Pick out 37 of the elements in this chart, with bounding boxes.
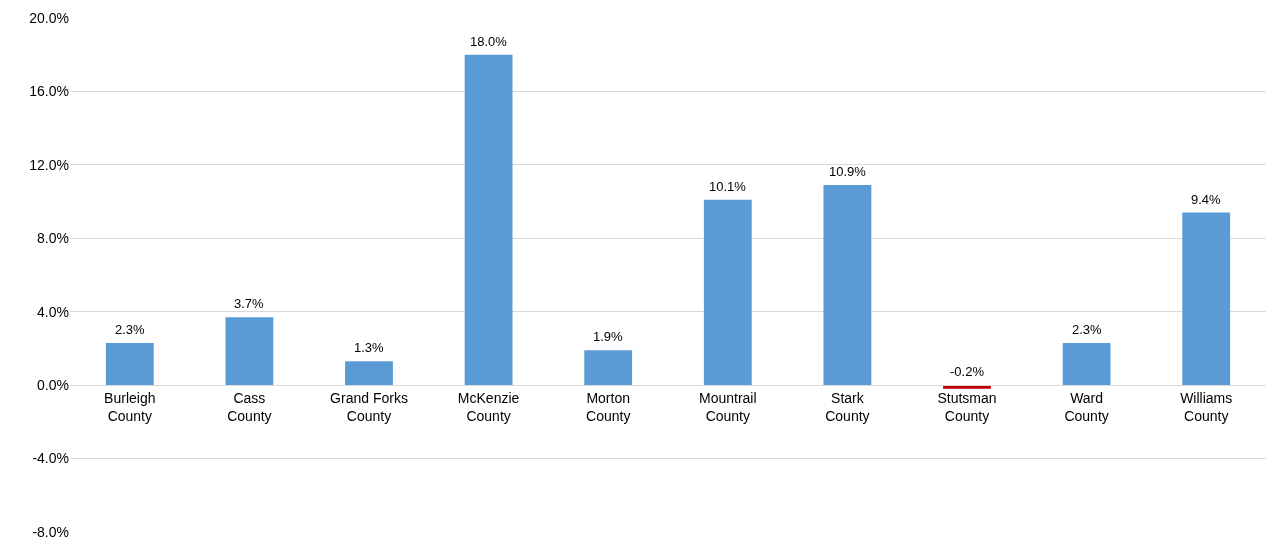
data-label: 18.0%: [470, 34, 508, 49]
data-label: 1.9%: [593, 329, 624, 344]
data-label: 1.3%: [354, 340, 385, 355]
x-tick-label: McKenzie County: [457, 389, 520, 425]
y-tick-label: 20.0%: [29, 9, 69, 26]
bar: [584, 350, 633, 386]
data-label: 10.1%: [709, 179, 747, 194]
bar: [225, 317, 274, 386]
bar: [345, 361, 393, 386]
y-tick-label: 12.0%: [29, 156, 69, 173]
bar: [1182, 212, 1231, 386]
bar: [823, 185, 872, 386]
x-tick-label: Morton County: [586, 389, 631, 425]
x-tick-label: Mountrail County: [699, 389, 757, 425]
x-tick-label: Ward County: [1064, 389, 1109, 425]
x-tick-label: Stark County: [825, 389, 870, 425]
y-tick-label: 8.0%: [37, 230, 69, 247]
y-tick-label: -8.0%: [32, 523, 69, 540]
y-tick-label: 16.0%: [29, 83, 69, 100]
data-label: -0.2%: [950, 364, 985, 379]
bar: [1062, 342, 1111, 386]
bar: [464, 54, 513, 386]
x-tick-label: Stutsman County: [937, 389, 997, 425]
data-label: 10.9%: [829, 164, 867, 179]
bar: [703, 199, 752, 386]
data-label: 3.7%: [234, 296, 265, 311]
data-label: 2.3%: [1072, 322, 1103, 337]
y-tick-label: 0.0%: [37, 377, 69, 394]
data-label: 2.3%: [115, 322, 146, 337]
x-tick-label: Williams County: [1180, 389, 1233, 425]
y-tick-label: 4.0%: [37, 303, 69, 320]
x-tick-label: Burleigh County: [104, 389, 156, 425]
x-tick-label: Grand Forks County: [330, 389, 408, 425]
bar: [105, 342, 154, 386]
y-tick-label: -4.0%: [32, 450, 69, 467]
data-label: 9.4%: [1191, 192, 1222, 207]
x-tick-label: Cass County: [227, 389, 272, 425]
